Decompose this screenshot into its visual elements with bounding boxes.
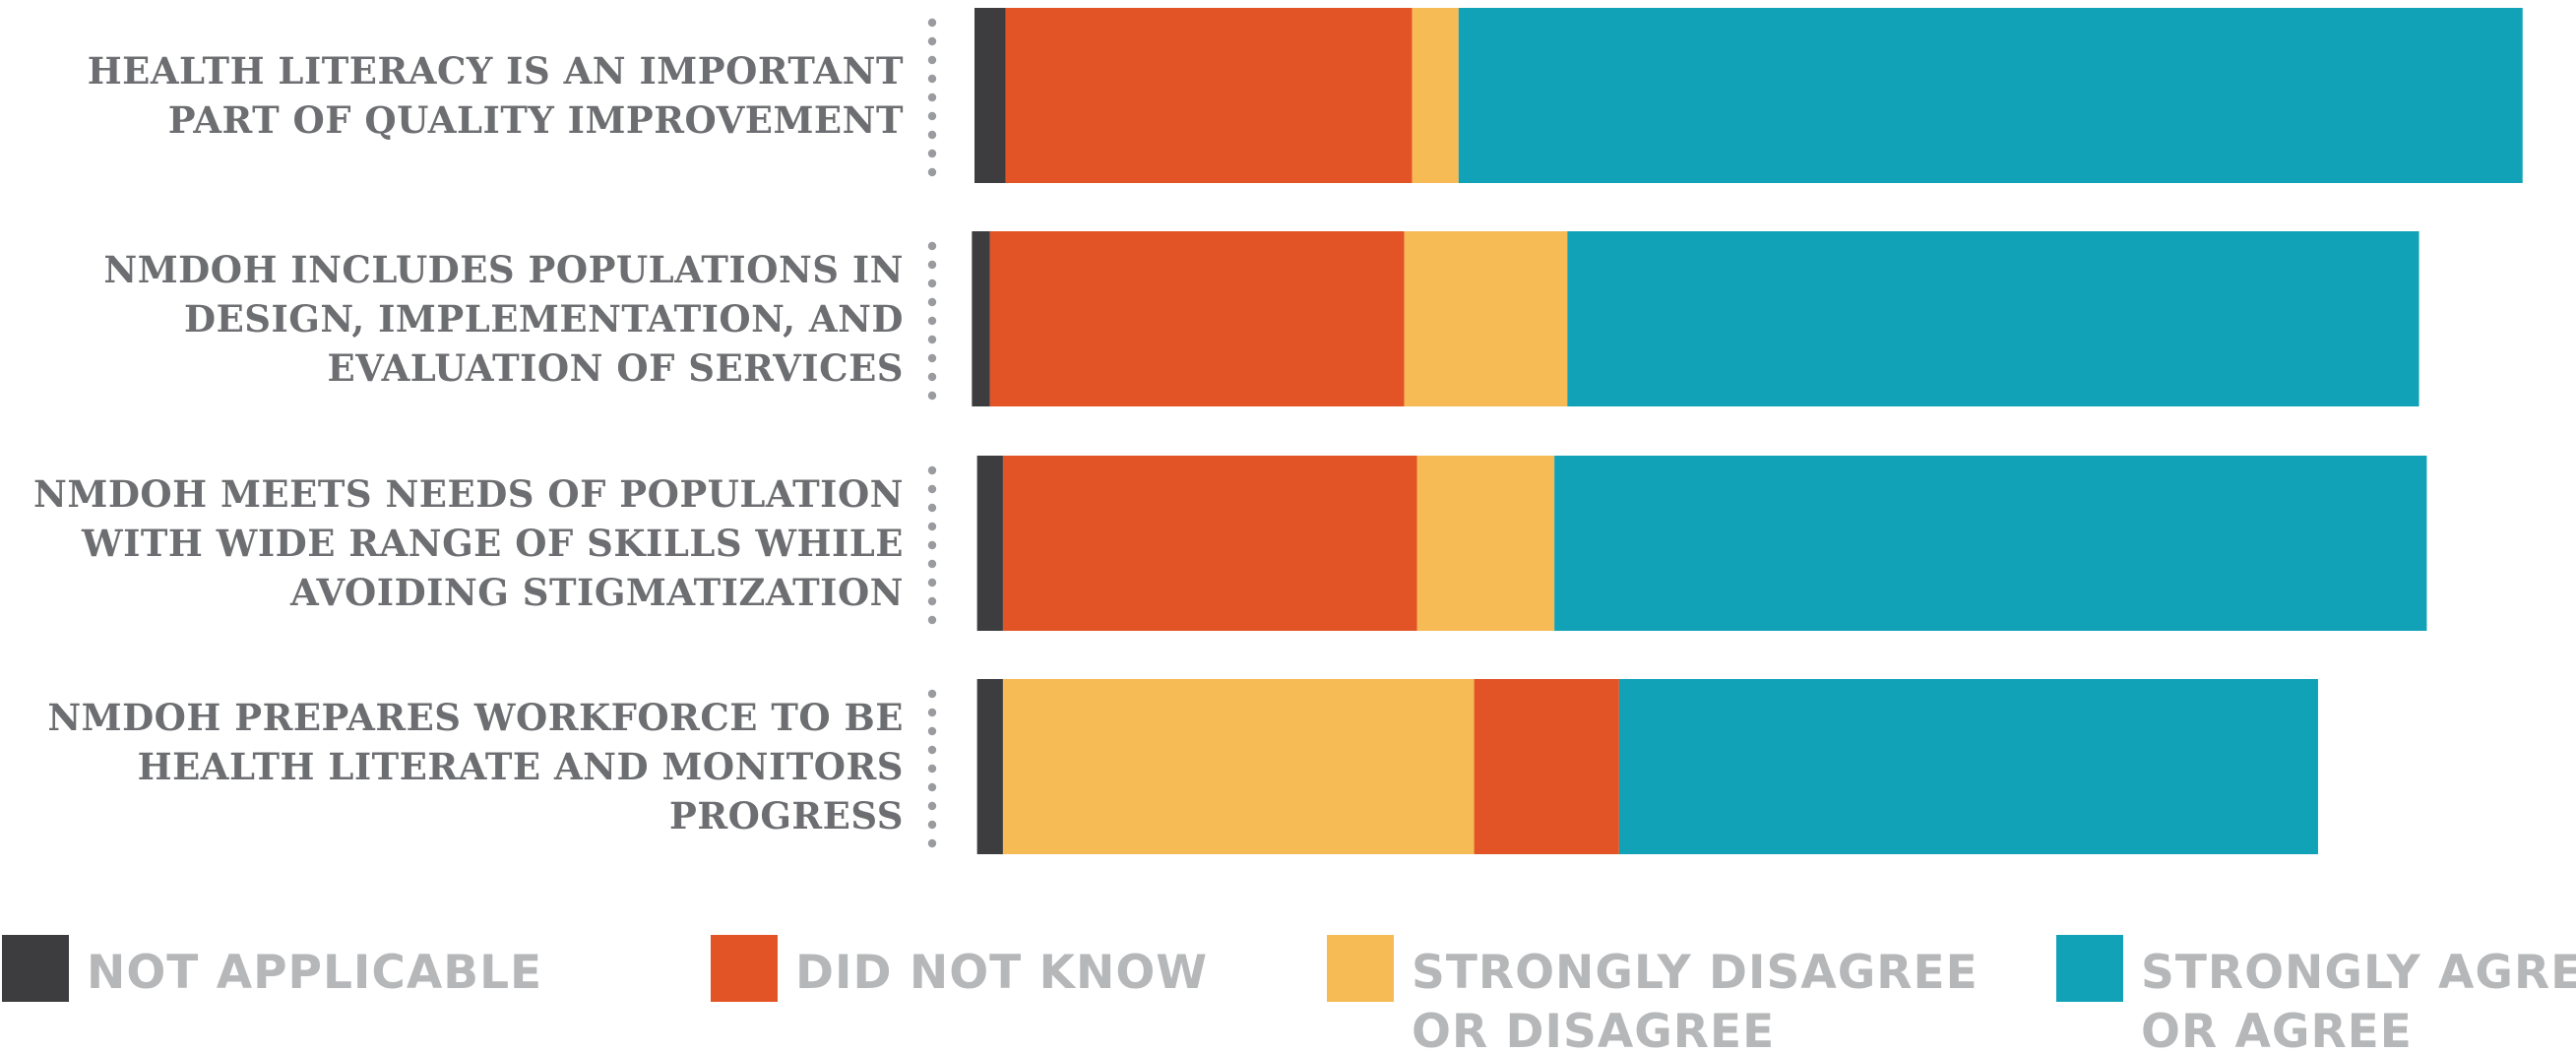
separator-dot [927, 130, 937, 140]
legend-label: NOT APPLICABLE [87, 946, 542, 1000]
bars-layer [972, 8, 2523, 854]
separator-dot [927, 503, 937, 513]
separator-dot [927, 838, 937, 848]
bar-segment-not-applicable [974, 8, 1006, 183]
category-label-line: WITH WIDE RANGE OF SKILLS WHILE [81, 522, 904, 565]
bar-segment-not-applicable [976, 456, 1003, 631]
legend-swatch [2056, 935, 2123, 1002]
legend-item-strongly-disagree-or-disagree: STRONGLY DISAGREE OR DISAGREE [1327, 935, 1979, 1053]
bar-segment-strongly-agree-or-agree [1458, 8, 2523, 183]
legend-label: STRONGLY AGREE [2141, 946, 2576, 1000]
bar-segment-strongly-agree-or-agree [1567, 231, 2419, 406]
category-label-line: NMDOH MEETS NEEDS OF POPULATION [33, 472, 904, 516]
dotted-separator [927, 241, 937, 401]
bar-segment-did-not-know [989, 231, 1405, 406]
bar-segment-strongly-disagree-or-disagree [1404, 231, 1568, 406]
separator-dot [927, 241, 937, 251]
legend-item-strongly-agree-or-agree: STRONGLY AGREE OR AGREE [2056, 935, 2576, 1053]
category-label-line: NMDOH PREPARES WORKFORCE TO BE [47, 696, 904, 739]
category-label-line: DESIGN, IMPLEMENTATION, AND [184, 297, 904, 341]
legend-label: OR AGREE [2141, 1005, 2413, 1053]
separator-dot [927, 820, 937, 830]
separator-dot [927, 55, 937, 65]
bar-segment-strongly-disagree-or-disagree [1416, 456, 1555, 631]
separator-dot [927, 596, 937, 606]
category-labels: HEALTH LITERACY IS AN IMPORTANT PART OF Q… [33, 18, 937, 848]
legend-swatch [2, 935, 69, 1002]
separator-dot [927, 36, 937, 46]
bar-segment-not-applicable [972, 231, 990, 406]
bar-segment-strongly-disagree-or-disagree [1412, 8, 1459, 183]
separator-dot [927, 316, 937, 326]
legend-swatch [1327, 935, 1394, 1002]
legend-item-did-not-know: DID NOT KNOW [711, 935, 1208, 1002]
separator-dot [927, 353, 937, 363]
separator-dot [927, 391, 937, 401]
bar-segment-strongly-agree-or-agree [1554, 456, 2427, 631]
category-label-line: EVALUATION OF SERVICES [328, 346, 904, 390]
separator-dot [927, 745, 937, 755]
bar-segment-strongly-disagree-or-disagree [1002, 679, 1475, 854]
legend: NOT APPLICABLE DID NOT KNOW STRONGLY DISAG… [2, 935, 2576, 1053]
legend-label: OR DISAGREE [1412, 1005, 1775, 1053]
separator-dot [927, 522, 937, 531]
category-label-line: HEALTH LITERACY IS AN IMPORTANT [88, 49, 904, 93]
separator-dot [927, 578, 937, 588]
separator-dot [927, 111, 937, 121]
separator-dot [927, 782, 937, 792]
dotted-separator [927, 465, 937, 625]
dotted-separator [927, 689, 937, 848]
separator-dot [927, 149, 937, 158]
separator-dot [927, 167, 937, 177]
legend-label: STRONGLY DISAGREE [1412, 946, 1979, 1000]
category-label-line: NMDOH INCLUDES POPULATIONS IN [103, 248, 904, 291]
separator-dot [927, 335, 937, 344]
separator-dot [927, 708, 937, 717]
separator-dot [927, 279, 937, 288]
separator-dot [927, 726, 937, 736]
separator-dot [927, 465, 937, 475]
bar-segment-strongly-agree-or-agree [1618, 679, 2318, 854]
separator-dot [927, 74, 937, 84]
bar-segment-did-not-know [1474, 679, 1619, 854]
separator-dot [927, 18, 937, 28]
bar-segment-did-not-know [1005, 8, 1413, 183]
category-label-line: HEALTH LITERATE AND MONITORS [138, 745, 904, 788]
separator-dot [927, 484, 937, 494]
separator-dot [927, 540, 937, 550]
separator-dot [927, 372, 937, 382]
legend-label: DID NOT KNOW [795, 946, 1208, 1000]
category-label-line: PART OF QUALITY IMPROVEMENT [168, 98, 904, 142]
separator-dot [927, 801, 937, 811]
bar-segment-did-not-know [1002, 456, 1417, 631]
separator-dot [927, 297, 937, 307]
legend-item-not-applicable: NOT APPLICABLE [2, 935, 542, 1002]
separator-dot [927, 689, 937, 699]
category-label-line: PROGRESS [669, 794, 904, 837]
separator-dot [927, 260, 937, 270]
legend-swatch [711, 935, 778, 1002]
separator-dot [927, 559, 937, 569]
dotted-separator [927, 18, 937, 177]
bar-segment-not-applicable [976, 679, 1003, 854]
separator-dot [927, 93, 937, 102]
separator-dot [927, 615, 937, 625]
category-label-line: AVOIDING STIGMATIZATION [289, 571, 904, 614]
separator-dot [927, 764, 937, 774]
